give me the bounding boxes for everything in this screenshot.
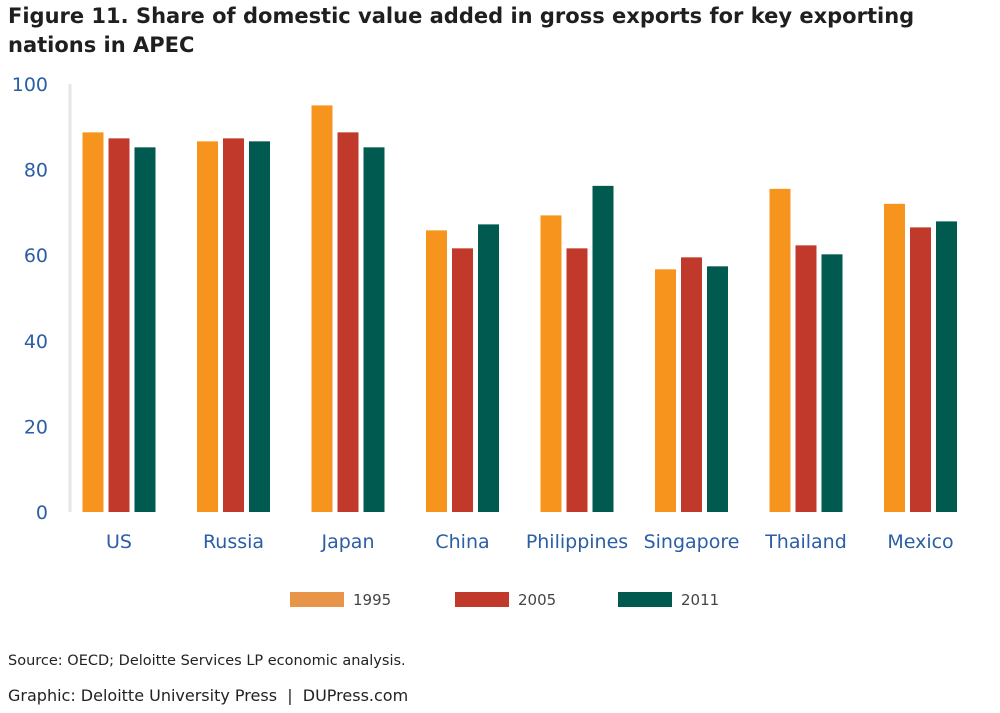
legend-label-2005: 2005 — [518, 591, 556, 609]
bars — [82, 105, 957, 513]
source-note: Source: OECD; Deloitte Services LP econo… — [8, 653, 406, 669]
category-label: China — [435, 531, 489, 553]
category-label: Russia — [203, 531, 264, 553]
category-label: Thailand — [764, 531, 847, 553]
bar-philippines-2011 — [592, 185, 614, 512]
bar-japan-1995 — [311, 105, 333, 513]
bar-philippines-1995 — [540, 215, 562, 512]
category-label: US — [106, 531, 132, 553]
bar-japan-2011 — [363, 147, 385, 512]
category-label: Philippines — [526, 531, 628, 553]
bar-china-1995 — [426, 230, 447, 512]
bar-us-1995 — [82, 132, 104, 512]
bar-china-2005 — [452, 248, 473, 513]
y-tick-label: 0 — [36, 502, 48, 524]
bar-russia-2011 — [249, 141, 270, 513]
bar-us-2005 — [108, 138, 130, 512]
bar-thailand-1995 — [769, 188, 791, 513]
bar-russia-1995 — [197, 141, 218, 513]
legend-swatch-2011 — [618, 592, 672, 607]
bar-mexico-2005 — [910, 227, 931, 512]
bar-us-2011 — [134, 147, 156, 512]
bar-china-2011 — [478, 224, 499, 512]
chart-title: Figure 11. Share of domestic value added… — [8, 4, 915, 57]
y-tick-label: 100 — [12, 74, 48, 96]
bar-thailand-2011 — [821, 254, 843, 512]
bar-thailand-2005 — [795, 245, 817, 512]
bar-russia-2005 — [223, 138, 244, 512]
legend-swatch-1995 — [290, 592, 344, 607]
bar-chart: 0 20 40 60 80 100 US Russia Japan China Philippin… — [12, 74, 957, 609]
legend-label-2011: 2011 — [681, 591, 719, 609]
bar-philippines-2005 — [566, 248, 588, 513]
bar-singapore-2005 — [681, 257, 702, 512]
category-label: Singapore — [644, 531, 740, 553]
category-labels: US Russia Japan China Philippines Singapore Th… — [106, 531, 954, 553]
legend-swatch-2005 — [455, 592, 509, 607]
y-tick-label: 80 — [24, 160, 48, 182]
bar-mexico-1995 — [884, 203, 905, 512]
bar-singapore-2011 — [707, 266, 728, 512]
bar-mexico-2011 — [936, 221, 957, 512]
bar-singapore-1995 — [655, 269, 676, 512]
y-axis: 0 20 40 60 80 100 — [12, 74, 72, 524]
category-label: Mexico — [887, 531, 953, 553]
y-tick-label: 40 — [24, 331, 48, 353]
bar-japan-2005 — [337, 132, 359, 512]
credit-line: Graphic: Deloitte University Press | DUP… — [8, 686, 409, 705]
legend: 1995 2005 2011 — [290, 591, 719, 609]
y-tick-label: 20 — [24, 416, 48, 438]
y-tick-label: 60 — [24, 245, 48, 267]
legend-label-1995: 1995 — [353, 591, 391, 609]
category-label: Japan — [321, 531, 375, 553]
